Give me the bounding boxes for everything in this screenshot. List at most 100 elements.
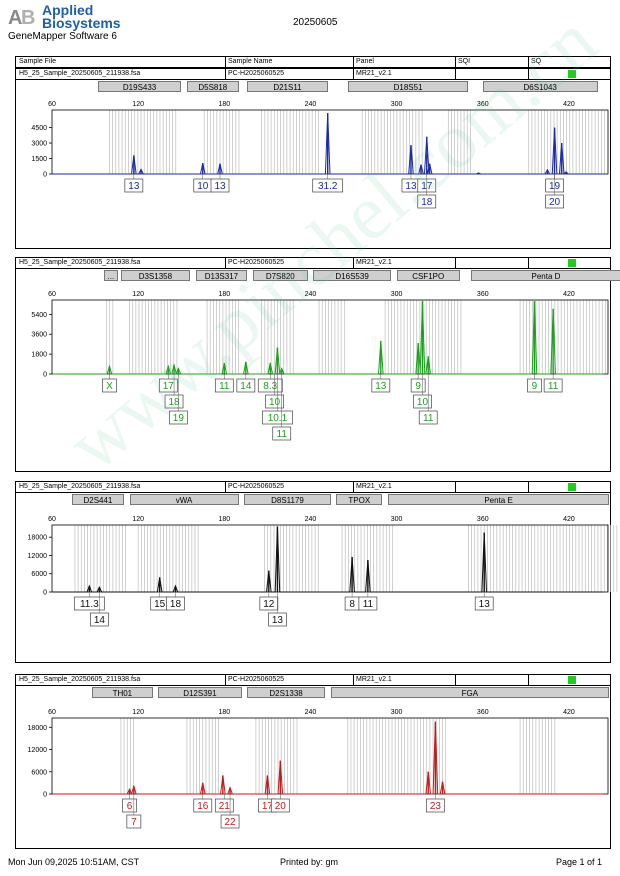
signal-trace: [52, 113, 604, 175]
allele-call-label[interactable]: 11: [214, 374, 234, 393]
locus-marker-penta-e[interactable]: Penta E: [388, 494, 610, 505]
locus-marker-vwa[interactable]: vWA: [129, 494, 239, 505]
y-tick-label: 6000: [31, 571, 47, 578]
allele-label-text: 18: [170, 599, 182, 610]
allele-call-label[interactable]: 7: [126, 794, 142, 829]
allele-call-label[interactable]: 11.3: [73, 592, 105, 611]
allele-call-label[interactable]: 11: [418, 374, 438, 425]
allele-call-label[interactable]: 10.1: [262, 374, 293, 425]
electropherogram-plot: 60 120 180 240 300 360 420 0 1800 3600 5400 X 17 18 19…: [31, 291, 609, 441]
allele-label-box: [90, 612, 109, 627]
allele-label-text: 22: [224, 817, 236, 828]
locus-marker-d21s11[interactable]: D21S11: [247, 81, 328, 92]
panel-info-row: H5_25_Sample_20250605_211938.fsa PC-H2025…: [16, 675, 610, 686]
allele-call-label[interactable]: 13: [268, 592, 287, 627]
panel-panel-name: MR21_v2.1: [356, 70, 392, 77]
panel-sample-name: PC-H2025060525: [228, 259, 285, 266]
allele-label-text: 13: [128, 181, 140, 192]
allele-label-text: 15: [154, 599, 166, 610]
allele-call-label[interactable]: 10: [413, 374, 432, 409]
allele-call-label[interactable]: 14: [90, 592, 109, 627]
locus-marker-d18s51[interactable]: D18S51: [347, 81, 469, 92]
locus-marker-tpox[interactable]: TPOX: [336, 494, 383, 505]
allele-call-label[interactable]: 19: [169, 374, 188, 425]
allele-call-label[interactable]: 23: [426, 794, 445, 813]
allele-call-label[interactable]: 11: [358, 592, 378, 611]
allele-call-label[interactable]: 9: [527, 374, 542, 393]
allele-call-label[interactable]: 16: [193, 794, 213, 813]
locus-marker-d5s818[interactable]: D5S818: [186, 81, 239, 92]
allele-call-label[interactable]: 17: [158, 374, 178, 393]
plot-frame: [51, 524, 609, 593]
locus-marker-d13s317[interactable]: D13S317: [195, 270, 248, 281]
allele-call-label[interactable]: 11: [543, 374, 563, 393]
allele-label-box: [268, 612, 287, 627]
locus-marker-d8s1179[interactable]: D8S1179: [244, 494, 331, 505]
y-tick-label: 1500: [31, 156, 47, 163]
allele-label-text: 11: [548, 381, 559, 392]
locus-marker-d7s820[interactable]: D7S820: [253, 270, 308, 281]
allele-label-text: 31.2: [318, 181, 338, 192]
locus-marker-d19s433[interactable]: D19S433: [97, 81, 182, 92]
x-tick-label: 360: [477, 101, 489, 108]
x-tick-label: 60: [48, 516, 56, 523]
allele-label-box: [545, 194, 564, 209]
allele-call-label[interactable]: 22: [220, 794, 240, 829]
locus-marker-fga[interactable]: FGA: [330, 687, 610, 698]
allele-call-label[interactable]: 8: [344, 592, 360, 611]
allele-call-label[interactable]: 15: [150, 592, 170, 611]
allele-label-box: [124, 178, 144, 193]
allele-call-label[interactable]: 13: [124, 174, 144, 193]
allele-call-label[interactable]: X: [102, 374, 117, 393]
locus-marker-d12s391[interactable]: D12S391: [158, 687, 242, 698]
locus-marker-d6s1043[interactable]: D6S1043: [482, 81, 598, 92]
allele-call-label[interactable]: 14: [236, 374, 256, 393]
allele-call-label[interactable]: 31.2: [312, 174, 344, 193]
allele-call-label[interactable]: 13: [401, 174, 421, 193]
allele-label-text: 13: [272, 615, 284, 626]
x-tick-label: 120: [132, 101, 144, 108]
locus-marker-th01[interactable]: TH01: [92, 687, 153, 698]
allele-call-label[interactable]: 18: [166, 592, 185, 611]
locus-marker-d3s1358[interactable]: D3S1358: [120, 270, 190, 281]
allele-call-label[interactable]: 18: [417, 174, 437, 209]
allele-call-label[interactable]: 13: [210, 174, 230, 193]
allele-label-text: 10: [197, 181, 209, 192]
locus-marker-csf1po[interactable]: CSF1PO: [396, 270, 460, 281]
y-tick-label: 1800: [31, 352, 47, 359]
allele-label-text: 14: [94, 615, 106, 626]
panel-sample-name: PC-H2025060525: [228, 70, 285, 77]
allele-call-label[interactable]: 20: [545, 174, 564, 209]
allele-label-box: [474, 596, 494, 611]
allele-call-label[interactable]: 10: [265, 374, 284, 409]
allele-call-label[interactable]: 6: [122, 794, 137, 813]
allele-call-label[interactable]: 8.3: [257, 374, 283, 393]
allele-call-label[interactable]: 20: [270, 794, 290, 813]
allele-label-box: [158, 378, 178, 393]
panel-sample-name: PC-H2025060525: [228, 483, 285, 490]
allele-label-box: [543, 378, 563, 393]
y-tick-label: 0: [43, 372, 47, 379]
locus-marker-penta-d[interactable]: Penta D: [471, 270, 620, 281]
allele-call-label[interactable]: 10: [193, 174, 213, 193]
x-tick-label: 240: [305, 709, 317, 716]
allele-call-label[interactable]: 21: [214, 794, 234, 813]
x-tick-label: 180: [218, 291, 230, 298]
allele-label-text: 18: [168, 397, 180, 408]
allele-call-label[interactable]: 9: [410, 374, 426, 393]
allele-call-label[interactable]: 13: [371, 374, 391, 393]
locus-marker-d2s1338[interactable]: D2S1338: [247, 687, 325, 698]
footer-page: Page 1 of 1: [556, 857, 603, 867]
allele-call-label[interactable]: 12: [259, 592, 279, 611]
locus-marker-d2s441[interactable]: D2S441: [72, 494, 124, 505]
locus-marker--[interactable]: ...: [103, 270, 119, 281]
plot-frame: [51, 299, 609, 375]
panel-sample-file: H5_25_Sample_20250605_211938.fsa: [19, 676, 141, 683]
locus-marker-d16s539[interactable]: D16S539: [313, 270, 391, 281]
x-tick-label: 120: [132, 291, 144, 298]
allele-call-label[interactable]: 13: [474, 592, 494, 611]
allele-label-box: [102, 378, 117, 393]
y-tick-label: 18000: [28, 535, 48, 542]
allele-call-label[interactable]: 11: [272, 374, 292, 441]
brand-line-1: Applied: [42, 2, 94, 18]
